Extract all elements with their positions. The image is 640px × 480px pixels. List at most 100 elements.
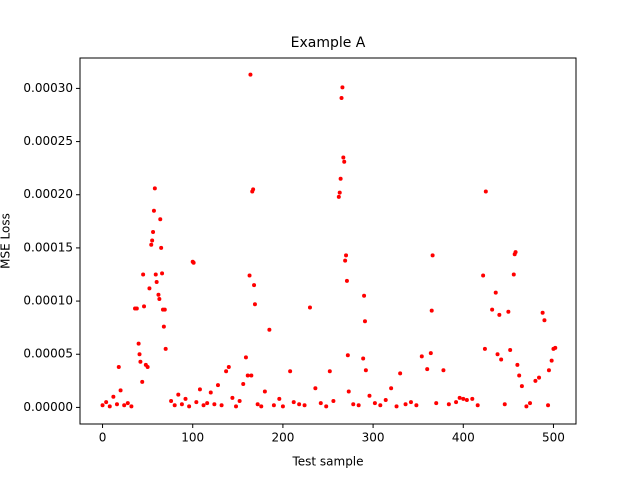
point [337,190,342,195]
point [271,403,276,408]
point [341,155,346,160]
point [383,397,388,402]
point [464,397,469,402]
point [408,400,413,405]
point [546,368,551,373]
chart-title: Example A [291,35,366,51]
point [429,308,434,313]
point [313,386,318,391]
x-tick-label: 200 [271,431,294,445]
point [430,253,435,258]
point [197,387,202,392]
point [508,347,513,352]
point [230,395,235,400]
y-tick-label: 0.00020 [23,187,73,201]
point [336,194,341,199]
y-tick-label: 0.00005 [23,347,73,361]
point [187,404,192,409]
point [201,403,206,408]
x-tick-label: 100 [181,431,204,445]
point [152,186,157,191]
point [277,396,282,401]
x-tick-label: 0 [99,431,107,445]
point [434,401,439,406]
point [147,286,152,291]
x-tick-label: 400 [452,431,475,445]
point [457,395,462,400]
point [255,402,260,407]
point [344,253,349,258]
point [297,402,302,407]
point [340,85,345,90]
point [533,378,538,383]
point [129,404,134,409]
point [134,306,139,311]
point [511,272,516,277]
point [111,394,116,399]
point [343,258,348,263]
point [262,389,267,394]
point [502,402,507,407]
point [519,384,524,389]
point [208,390,213,395]
point [339,95,344,100]
point [454,400,459,405]
point [249,373,254,378]
point [118,388,123,393]
point [307,305,312,310]
point [389,386,394,391]
point [506,309,511,314]
point [267,327,272,332]
point [499,357,504,362]
point [224,369,229,374]
point [219,403,224,408]
y-tick-label: 0.00030 [23,81,73,95]
point [549,358,554,363]
plot-frame [79,57,577,425]
point [318,401,323,406]
point [546,403,551,408]
point [470,396,475,401]
point [259,404,264,409]
point [145,365,150,370]
point [243,355,248,360]
point [194,400,199,405]
point [542,318,547,323]
point [356,403,361,408]
point [280,404,285,409]
point [540,310,545,315]
point [302,403,307,408]
point [125,401,130,406]
point [495,352,500,357]
point [176,392,181,397]
point [237,399,242,404]
point [100,403,105,408]
point [291,400,296,405]
point [116,365,121,370]
point [160,271,165,276]
point [248,72,253,77]
point [154,279,159,284]
point [327,369,332,374]
point [517,373,522,378]
point [161,324,166,329]
point [150,238,155,243]
point [138,359,143,364]
point [156,292,161,297]
point [241,382,246,387]
point [425,367,430,372]
point [251,187,256,192]
point [419,354,424,359]
point [363,368,368,373]
point [342,159,347,164]
point [162,307,167,312]
y-tick-label: 0.00025 [23,134,73,148]
point [493,290,498,295]
point [394,404,399,409]
point [149,242,154,247]
point [245,373,250,378]
point [247,273,252,278]
point [169,399,174,404]
y-tick-label: 0.00010 [23,294,73,308]
